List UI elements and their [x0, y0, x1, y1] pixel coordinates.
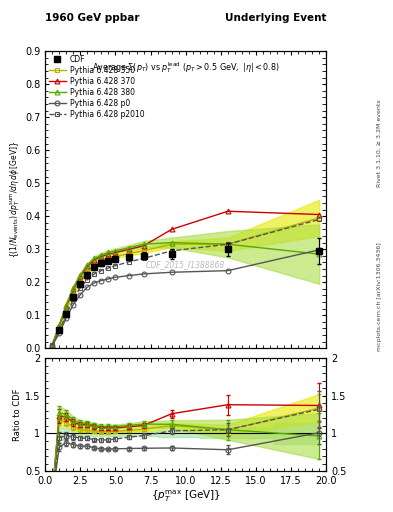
- Y-axis label: Ratio to CDF: Ratio to CDF: [13, 389, 22, 441]
- Text: Underlying Event: Underlying Event: [225, 13, 326, 23]
- Legend: CDF, Pythia 6.428 350, Pythia 6.428 370, Pythia 6.428 380, Pythia 6.428 p0, Pyth: CDF, Pythia 6.428 350, Pythia 6.428 370,…: [48, 53, 146, 120]
- X-axis label: $\{p_T^\mathrm{max}\ [\mathrm{GeV}]\}$: $\{p_T^\mathrm{max}\ [\mathrm{GeV}]\}$: [151, 488, 221, 504]
- Text: mcplots.cern.ch [arXiv:1306.3436]: mcplots.cern.ch [arXiv:1306.3436]: [377, 243, 382, 351]
- Text: Rivet 3.1.10, ≥ 3.2M events: Rivet 3.1.10, ≥ 3.2M events: [377, 99, 382, 187]
- Text: CDF_2015_I1388868: CDF_2015_I1388868: [146, 261, 225, 269]
- Y-axis label: $\{(1/N_\mathrm{events})\,dp_T^\mathrm{sum}/d\eta\,d\phi\,[\mathrm{GeV}]\}$: $\{(1/N_\mathrm{events})\,dp_T^\mathrm{s…: [9, 141, 22, 259]
- Text: Average $\Sigma(p_T)$ vs $p_T^\mathrm{lead}$ ($p_T > 0.5\ \mathrm{GeV},\ |\eta| : Average $\Sigma(p_T)$ vs $p_T^\mathrm{le…: [92, 60, 279, 75]
- Text: 1960 GeV ppbar: 1960 GeV ppbar: [45, 13, 140, 23]
